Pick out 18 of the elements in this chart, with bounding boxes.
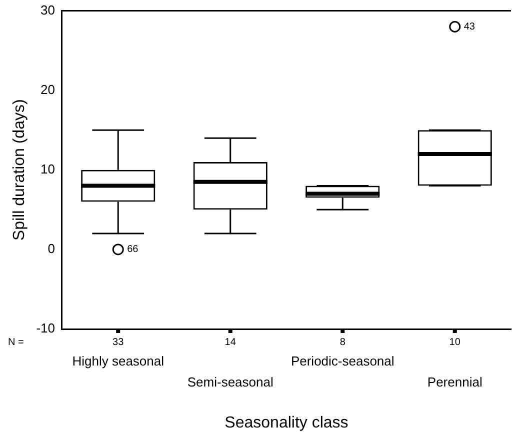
text: 10 bbox=[449, 336, 461, 348]
text: 14 bbox=[224, 336, 236, 348]
text: 33 bbox=[112, 336, 124, 348]
x-axis-title: Seasonality class bbox=[224, 414, 348, 432]
x-tick-label: Highly seasonal bbox=[72, 354, 164, 369]
y-tick-label: -10 bbox=[36, 320, 55, 336]
x-tick-label: Perennial bbox=[427, 374, 482, 390]
y-tick-label: 20 bbox=[40, 82, 55, 97]
y-tick-label: 10 bbox=[40, 161, 55, 176]
y-axis-title: Spill duration (days) bbox=[11, 99, 28, 241]
annotation: 66 bbox=[127, 244, 139, 256]
y-tick-label: 30 bbox=[40, 2, 55, 18]
text: 8 bbox=[340, 336, 346, 348]
x-tick-label: Periodic-seasonal bbox=[290, 354, 394, 369]
text: N = bbox=[8, 336, 24, 348]
annotation: 43 bbox=[464, 21, 476, 32]
x-tick-label: Semi-seasonal bbox=[187, 374, 274, 390]
y-tick-label: 0 bbox=[48, 241, 55, 256]
